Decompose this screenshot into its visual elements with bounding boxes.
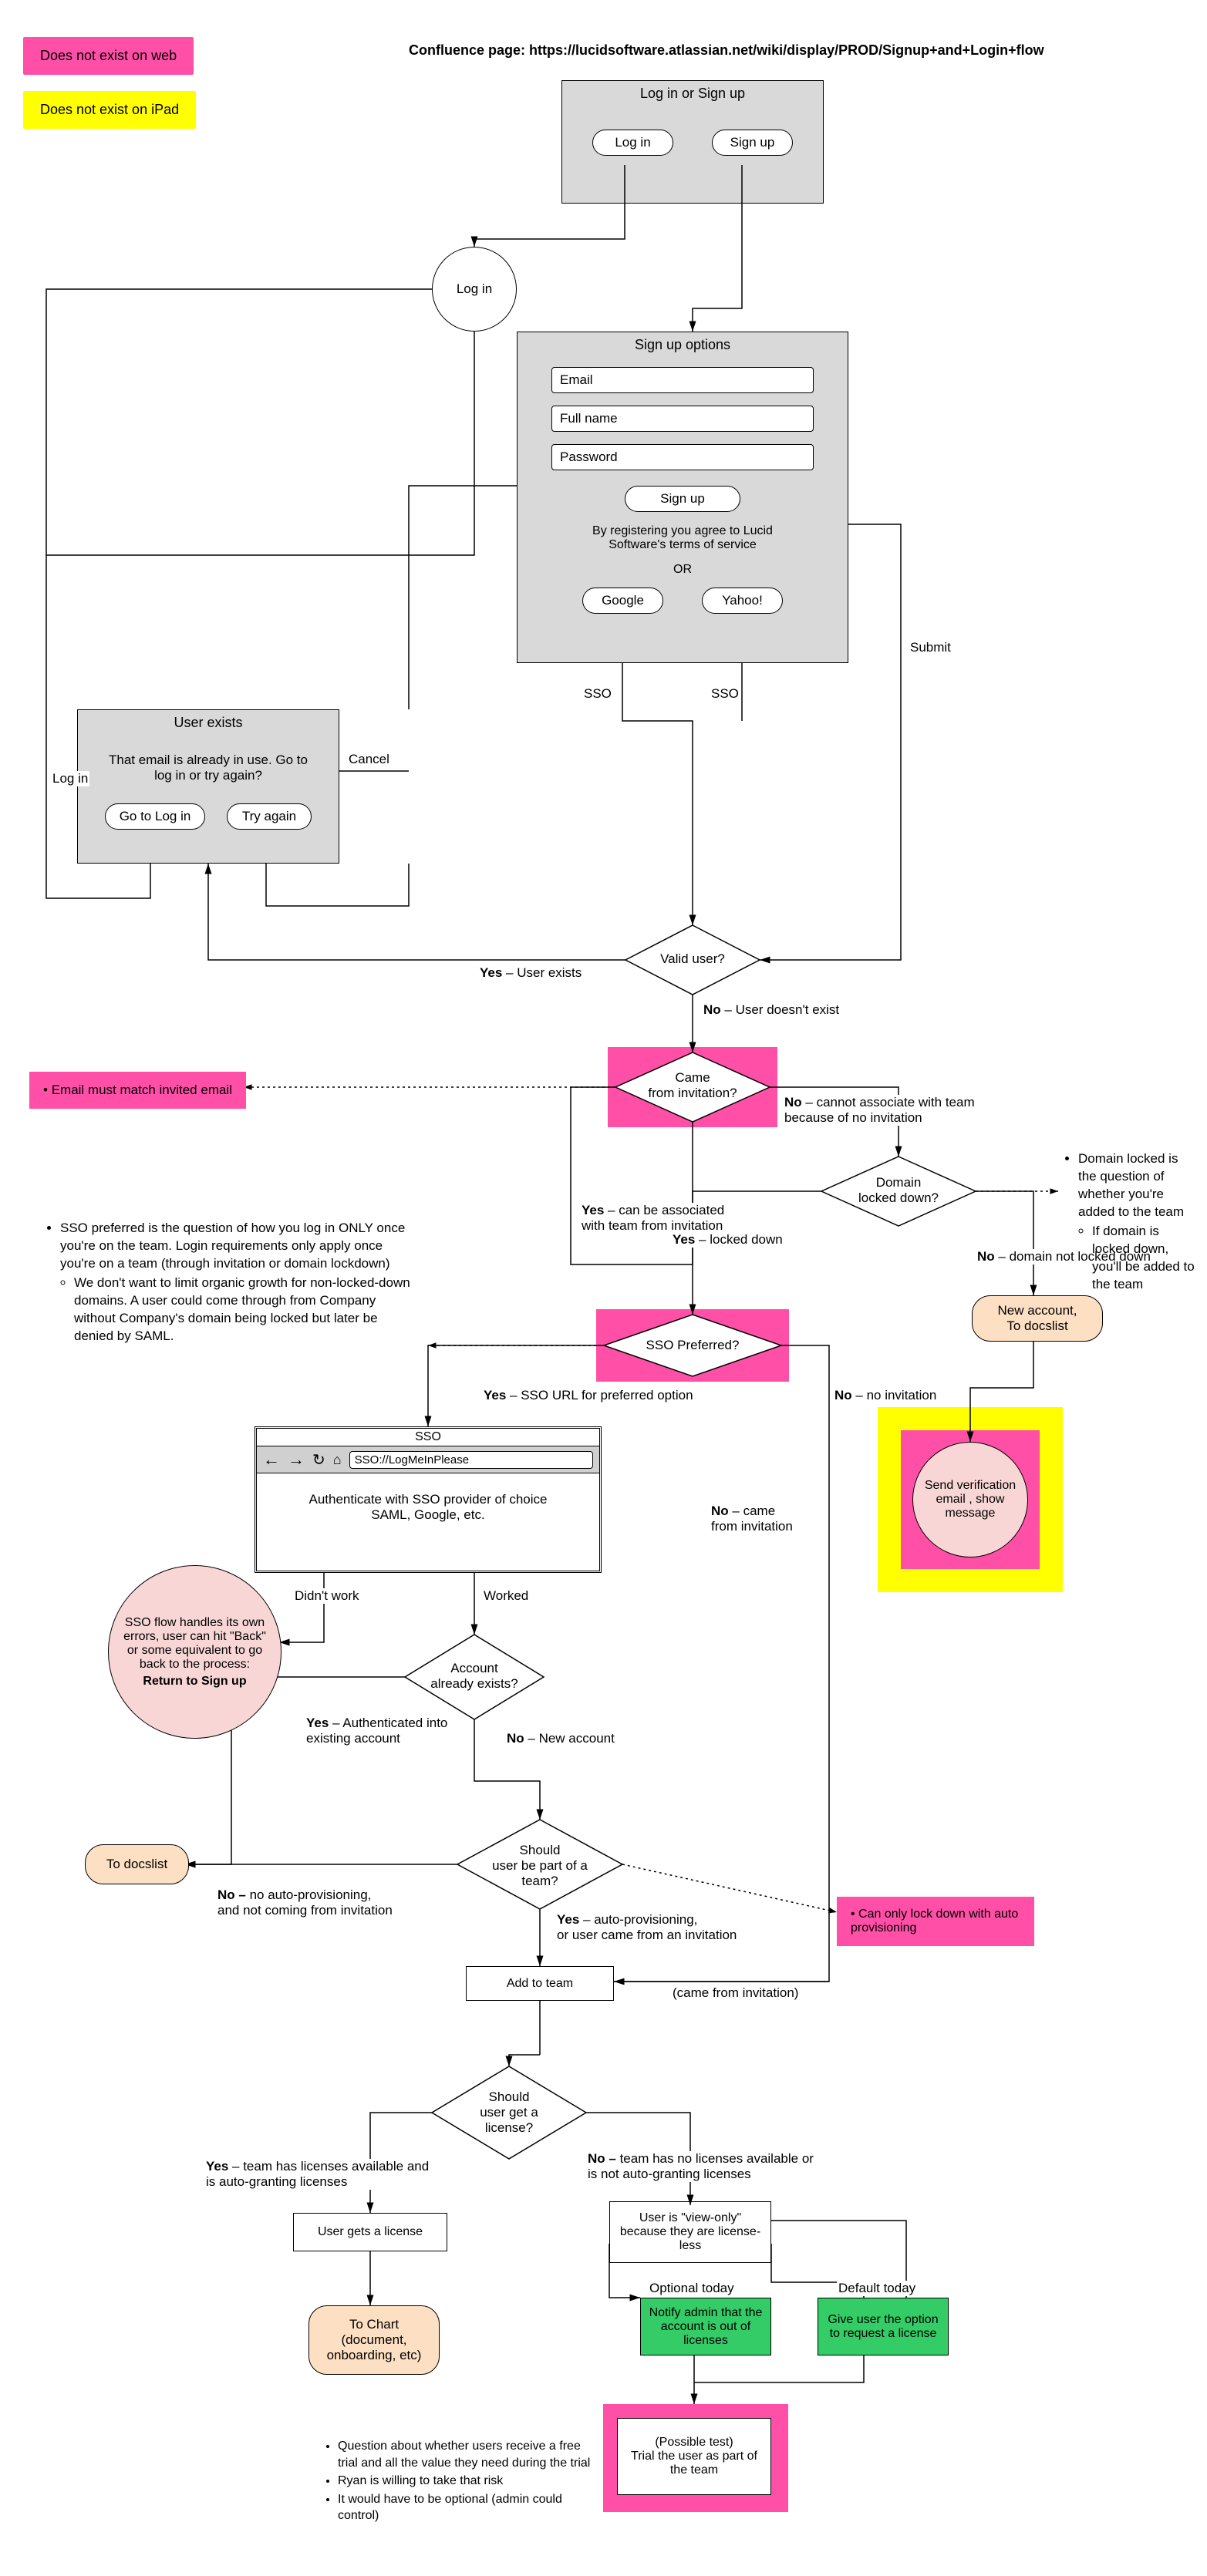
sso-preferred-note: SSO preferred is the question of how you… (46, 1218, 416, 1347)
try-again-button[interactable]: Try again (227, 803, 312, 830)
license-no: No – team has no licenses available or i… (586, 2151, 821, 2182)
sso-browser-title: SSO (257, 1429, 599, 1446)
user-gets-license-text: User gets a license (318, 2225, 423, 2239)
login-or-signup-title: Log in or Sign up (559, 81, 826, 106)
ssopref-no: No – no invitation (833, 1388, 938, 1403)
or-text: OR (673, 563, 692, 577)
signup-submit-button[interactable]: Sign up (625, 486, 740, 512)
domain-yes: Yes – locked down (671, 1232, 784, 1248)
fullname-field[interactable]: Full name (551, 406, 814, 432)
legend-ipad: Does not exist on iPad (23, 91, 196, 129)
invitation-yes: Yes – can be associated with team from i… (580, 1203, 753, 1234)
optional-today: Optional today (648, 2281, 736, 2296)
request-license-box: Give user the option to request a licens… (818, 2298, 949, 2355)
invitation-no: No – cannot associate with team because … (783, 1095, 1002, 1126)
sso-error-circle: SSO flow handles its own errors, user ca… (108, 1565, 282, 1739)
password-field[interactable]: Password (551, 444, 814, 470)
came-inv-edge: (came from invitation) (671, 1985, 800, 2001)
should-team-diamond: Should user be part of a team? (478, 1843, 602, 1889)
domain-locked-note: Domain locked is the question of whether… (1064, 1149, 1199, 1295)
add-to-team-box: Add to team (466, 1966, 614, 2001)
acct-no: No – New account (505, 1731, 616, 1746)
sso-didnt-work: Didn't work (293, 1588, 361, 1604)
user-exists-title: User exists (75, 710, 342, 736)
email-match-note: • Email must match invited email (29, 1072, 246, 1109)
sso-browser: SSO ← → ↻ ⌂ SSO://LogMeInPlease Authenti… (255, 1426, 602, 1573)
request-license-text: Give user the option to request a licens… (823, 2313, 943, 2341)
lockdown-note: • Can only lock down with auto provision… (837, 1897, 1034, 1946)
submit-label: Submit (909, 640, 952, 655)
user-exists-cancel-label: Cancel (347, 752, 391, 767)
home-icon[interactable]: ⌂ (333, 1452, 342, 1468)
user-exists-login-label: Log in (51, 771, 89, 786)
to-docslist-terminator: To docslist (85, 1844, 189, 1884)
view-only-box: User is "view-only" because they are lic… (609, 2201, 771, 2263)
signup-button[interactable]: Sign up (712, 130, 793, 156)
view-only-text: User is "view-only" because they are lic… (615, 2211, 766, 2253)
sso-url-field[interactable]: SSO://LogMeInPlease (349, 1451, 593, 1469)
team-yes: Yes – auto-provisioning,or user came fro… (555, 1912, 774, 1943)
send-verification-circle: Send verification email , show message (912, 1442, 1028, 1557)
user-gets-license-box: User gets a license (293, 2213, 447, 2251)
legend-web-text: Does not exist on web (40, 48, 177, 63)
sso-worked: Worked (482, 1588, 530, 1604)
login-button[interactable]: Log in (592, 130, 673, 156)
email-field[interactable]: Email (551, 367, 814, 393)
refresh-icon[interactable]: ↻ (312, 1450, 325, 1470)
forward-icon[interactable]: → (288, 1450, 305, 1470)
user-exists-body: That email is already in use. Go to log … (108, 753, 308, 783)
domain-locked-diamond: Domain locked down? (848, 1175, 949, 1206)
add-to-team-text: Add to team (507, 1977, 573, 1991)
new-account-terminator: New account, To docslist (972, 1295, 1103, 1342)
sso-preferred-diamond: SSO Preferred? (639, 1338, 747, 1353)
possible-test-box: (Possible test) Trial the user as part o… (617, 2418, 771, 2495)
account-exists-diamond: Account already exists? (424, 1661, 524, 1692)
sso-label-2: SSO (710, 686, 740, 702)
user-exists-box: User exists That email is already in use… (77, 709, 339, 864)
valid-user-no: No – User doesn't exist (702, 1002, 841, 1018)
possible-test-text: (Possible test) Trial the user as part o… (624, 2436, 764, 2477)
yahoo-button[interactable]: Yahoo! (702, 588, 783, 614)
goto-login-button[interactable]: Go to Log in (105, 803, 205, 830)
acct-yes: Yes – Authenticated into existing accoun… (305, 1716, 462, 1746)
signup-options-box: Sign up options Email Full name Password… (517, 332, 848, 663)
sso-label-1: SSO (582, 686, 613, 702)
team-no: No – no auto-provisioning,and not coming… (216, 1872, 420, 1918)
login-or-signup-box: Log in or Sign up Log in Sign up (561, 80, 824, 204)
page-title: Confluence page: https://lucidsoftware.a… (409, 42, 1044, 59)
came-from-invitation-diamond: Came from invitation? (639, 1070, 747, 1101)
notify-admin-text: Notify admin that the account is out of … (646, 2306, 766, 2348)
valid-user-diamond: Valid user? (646, 951, 739, 967)
default-today: Default today (837, 2281, 917, 2296)
license-yes: Yes – team has licenses available and is… (204, 2159, 439, 2190)
legend-ipad-text: Does not exist on iPad (40, 102, 179, 117)
sso-browser-body: Authenticate with SSO provider of choice… (257, 1473, 599, 1541)
signup-options-title: Sign up options (514, 332, 851, 358)
to-chart-terminator: To Chart (document, onboarding, etc) (308, 2305, 440, 2375)
license-diamond: Should user get a license? (459, 2089, 559, 2136)
terms-text: By registering you agree to Lucid Softwa… (582, 524, 783, 552)
notify-admin-box: Notify admin that the account is out of … (640, 2298, 771, 2355)
valid-user-yes: Yes – User exists (478, 965, 583, 981)
google-button[interactable]: Google (582, 588, 663, 614)
bottom-note: Question about whether users receive a f… (324, 2436, 594, 2526)
back-icon[interactable]: ← (263, 1450, 280, 1470)
login-circle: Log in (432, 247, 517, 332)
no-came-invite: No – camefrom invitation (710, 1488, 794, 1534)
ssopref-yes: Yes – SSO URL for preferred option (482, 1388, 695, 1403)
legend-web: Does not exist on web (23, 37, 194, 75)
